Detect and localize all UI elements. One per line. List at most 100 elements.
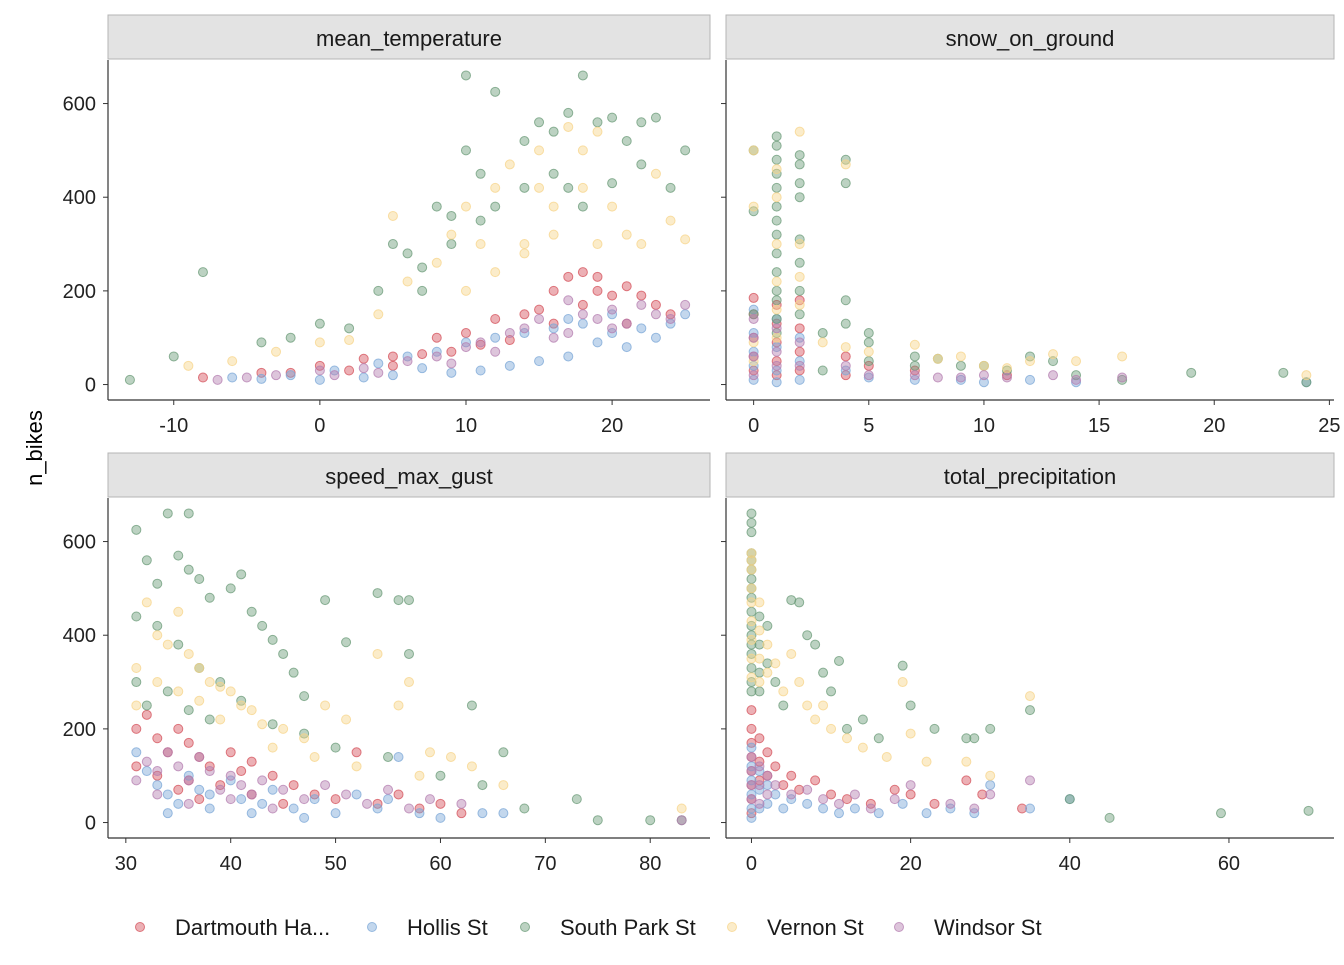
- data-point: [746, 555, 757, 566]
- data-point: [519, 136, 530, 147]
- data-point: [621, 318, 632, 329]
- data-point: [417, 285, 428, 296]
- data-point: [504, 360, 515, 371]
- data-point: [288, 780, 299, 791]
- data-point: [225, 686, 236, 697]
- data-point: [320, 595, 331, 606]
- data-point: [650, 309, 661, 320]
- data-point: [351, 747, 362, 758]
- y-tick-label: 200: [63, 281, 96, 303]
- data-point: [909, 370, 920, 381]
- data-point: [1104, 812, 1115, 823]
- data-point: [236, 569, 247, 580]
- data-point: [746, 663, 757, 673]
- data-point: [771, 295, 782, 306]
- data-point: [577, 201, 588, 212]
- series-Windsor St: [131, 747, 687, 826]
- data-point: [921, 756, 932, 767]
- data-point: [840, 360, 851, 371]
- data-point: [840, 342, 851, 353]
- data-point: [299, 794, 310, 805]
- panel-speed_max_gust: speed_max_gust 0 200 400 600 30 40 50 60 70 80: [63, 452, 711, 875]
- data-point: [519, 323, 530, 334]
- data-point: [771, 304, 782, 315]
- data-point: [771, 182, 782, 193]
- data-point: [778, 780, 789, 791]
- x-tick-label: 50: [324, 853, 346, 875]
- data-point: [754, 639, 765, 650]
- data-point: [183, 564, 194, 575]
- data-point: [1025, 691, 1035, 702]
- data-point: [889, 794, 900, 805]
- data-point: [204, 714, 215, 725]
- series-South Park St: [124, 70, 691, 385]
- data-point: [548, 323, 559, 334]
- data-point: [607, 178, 618, 189]
- data-point: [204, 766, 215, 777]
- data-point: [162, 508, 173, 519]
- data-point: [955, 372, 966, 383]
- data-point: [932, 353, 943, 364]
- data-point: [288, 667, 299, 678]
- data-point: [236, 766, 247, 777]
- data-point: [183, 508, 194, 519]
- series-Hollis St: [746, 742, 1075, 823]
- data-point: [373, 285, 384, 296]
- data-point: [778, 803, 789, 814]
- data-point: [863, 328, 874, 339]
- data-point: [141, 756, 152, 767]
- data-point: [314, 365, 325, 376]
- data-point: [746, 583, 757, 594]
- data-point: [897, 660, 908, 671]
- data-point: [778, 686, 789, 697]
- data-point: [227, 356, 238, 367]
- data-point: [621, 229, 632, 240]
- data-point: [383, 784, 394, 795]
- data-point: [460, 342, 471, 353]
- data-point: [257, 620, 268, 631]
- data-point: [794, 597, 805, 608]
- data-point: [124, 374, 135, 385]
- facet-strip: [107, 452, 711, 498]
- data-point: [826, 686, 837, 697]
- data-point: [770, 761, 781, 772]
- series-South Park St: [748, 131, 1312, 388]
- data-point: [771, 201, 782, 212]
- data-point: [650, 299, 661, 310]
- data-point: [985, 770, 996, 781]
- data-point: [770, 658, 781, 669]
- x-tick-label: 80: [639, 853, 661, 875]
- y-tick-label: 400: [63, 625, 96, 647]
- data-point: [519, 239, 530, 250]
- data-point: [754, 798, 765, 809]
- data-point: [746, 766, 757, 777]
- data-point: [746, 597, 757, 608]
- data-point: [475, 239, 486, 250]
- data-point: [1025, 803, 1035, 814]
- data-point: [857, 714, 868, 725]
- data-point: [794, 192, 805, 203]
- data-point: [621, 342, 632, 353]
- data-point: [256, 337, 267, 348]
- data-point: [1117, 374, 1128, 385]
- data-point: [446, 346, 457, 357]
- data-point: [921, 808, 932, 819]
- x-tick-label: 20: [601, 415, 623, 437]
- data-point: [607, 323, 618, 334]
- facet-strip-label: total_precipitation: [944, 464, 1116, 489]
- data-point: [519, 182, 530, 193]
- data-point: [548, 201, 559, 212]
- series-Vernon St: [748, 126, 1312, 381]
- data-point: [417, 349, 428, 360]
- data-point: [762, 770, 773, 781]
- facet-strip-label: snow_on_ground: [946, 26, 1115, 51]
- data-point: [285, 370, 296, 381]
- data-point: [404, 677, 414, 688]
- series-Dartmouth Ha...: [197, 267, 676, 383]
- facet-strip: [107, 14, 711, 60]
- data-point: [786, 648, 797, 659]
- data-point: [746, 812, 757, 823]
- data-point: [267, 719, 278, 730]
- data-point: [183, 360, 194, 371]
- data-point: [748, 351, 759, 362]
